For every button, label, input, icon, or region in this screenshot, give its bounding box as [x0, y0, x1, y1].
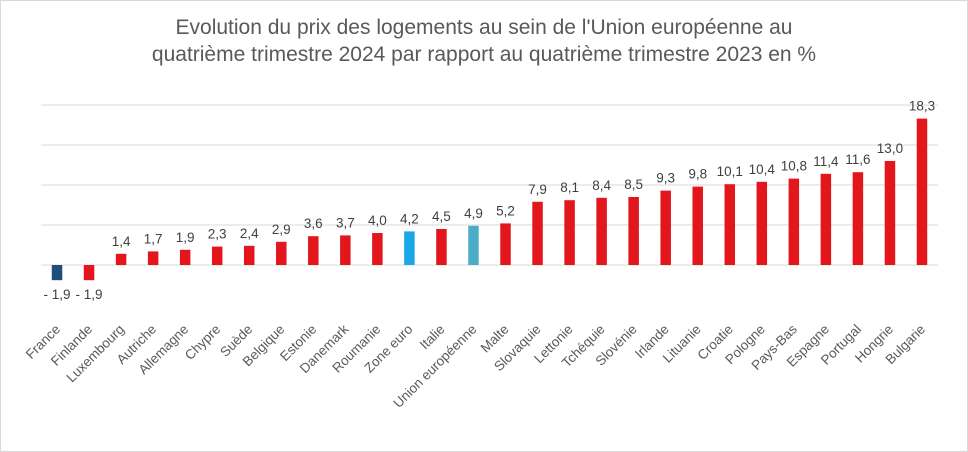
- bar: [404, 231, 415, 265]
- data-label: 8,1: [560, 180, 579, 195]
- chart-title-line-2: quatrième trimestre 2024 par rapport au …: [151, 43, 817, 66]
- data-label: 2,4: [240, 226, 259, 241]
- data-label: 7,9: [528, 182, 547, 197]
- bar: [564, 200, 575, 265]
- data-label: 11,6: [845, 152, 870, 167]
- bar: [340, 235, 351, 265]
- bar: [276, 241, 287, 265]
- bar: [628, 197, 639, 265]
- bar: [852, 172, 864, 265]
- data-label: 4,0: [368, 213, 387, 228]
- data-label: - 1,9: [76, 287, 103, 302]
- data-label: 1,9: [176, 230, 195, 245]
- bar: [660, 190, 671, 265]
- bar: [211, 246, 223, 265]
- data-label: 8,4: [592, 178, 611, 193]
- category-label: Chypre: [182, 322, 223, 363]
- bar: [147, 251, 159, 265]
- data-label: 5,2: [496, 203, 515, 218]
- value-labels: - 1,9 - 1,9 1,4 1,7 1,9 2,3 2,4 2,9 3,6 3,7 4,0 4,2…: [44, 99, 936, 303]
- data-label: 4,9: [464, 206, 483, 221]
- data-label: - 1,9: [44, 287, 71, 302]
- bar: [468, 225, 479, 265]
- data-label: 1,7: [144, 231, 163, 246]
- data-label: 18,3: [909, 99, 935, 114]
- bar: [500, 223, 511, 265]
- data-label: 8,5: [624, 177, 643, 192]
- data-label: 10,4: [749, 162, 776, 177]
- bar: [115, 253, 127, 265]
- bar: [308, 236, 319, 265]
- data-label: 3,7: [336, 215, 355, 230]
- data-label: 3,6: [304, 216, 323, 231]
- bars: [51, 118, 928, 281]
- data-label: 11,4: [813, 154, 839, 169]
- data-label: 10,1: [717, 164, 743, 179]
- data-label: 9,3: [656, 171, 675, 186]
- category-labels: FranceFinlandeLuxembourgAutricheAllemagn…: [23, 321, 928, 410]
- data-label: 2,9: [272, 222, 291, 237]
- bar: [372, 233, 383, 265]
- data-label: 9,8: [688, 167, 707, 182]
- data-label: 13,0: [877, 141, 903, 156]
- bar: [916, 118, 928, 265]
- bar: [756, 181, 768, 265]
- bar: [788, 178, 800, 265]
- bar: [436, 229, 447, 265]
- gridlines: [41, 104, 938, 266]
- data-label: 4,2: [400, 211, 419, 226]
- bar: [179, 249, 191, 265]
- bar: [884, 161, 896, 265]
- chart-title: Evolution du prix des logements au sein …: [0, 14, 968, 68]
- data-label: 1,4: [112, 234, 131, 249]
- bar: [51, 265, 63, 281]
- data-label: 10,8: [781, 159, 807, 174]
- bar: [243, 245, 255, 265]
- bar: [820, 173, 832, 265]
- chart-title-line-1: Evolution du prix des logements au sein …: [175, 16, 793, 39]
- bar: [83, 265, 95, 281]
- bar: [532, 201, 543, 265]
- bar: [724, 184, 736, 265]
- data-label: 4,5: [432, 209, 451, 224]
- bar: [596, 197, 607, 265]
- data-label: 2,3: [208, 227, 227, 242]
- bar: [692, 186, 703, 265]
